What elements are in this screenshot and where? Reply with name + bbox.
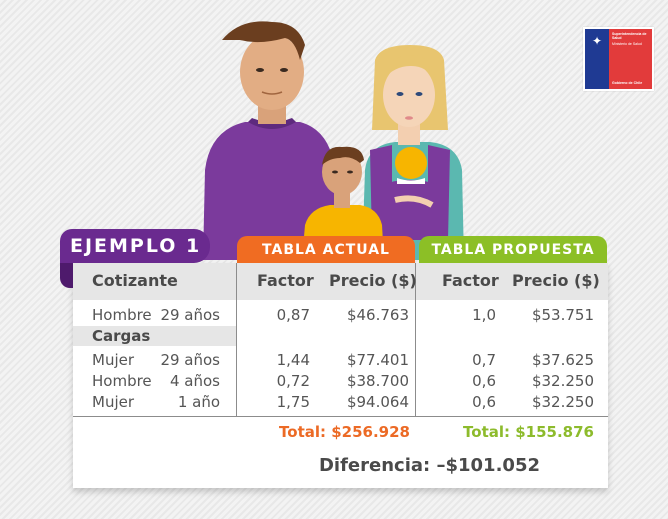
row-sex: Mujer xyxy=(92,393,135,411)
logo-text-ministerio: Ministerio de Salud xyxy=(612,42,642,46)
totals-divider xyxy=(73,416,608,417)
logo-text-superintendencia: Superintendencia de Salud xyxy=(612,32,647,40)
row-precio-actual: $77.401 xyxy=(346,351,409,369)
header-precio-actual: Precio ($) xyxy=(329,271,417,290)
row-factor-actual: 1,75 xyxy=(276,393,310,411)
row-age: 29 años xyxy=(160,351,220,369)
woman-figure xyxy=(362,45,464,260)
diferencia-value: Diferencia: –$101.052 xyxy=(318,455,540,476)
logo-text-gobierno: Gobierno de Chile xyxy=(612,81,643,85)
row-factor-actual: 0,72 xyxy=(276,372,310,390)
column-divider xyxy=(415,263,416,416)
ribbon-fold xyxy=(60,258,73,288)
row-factor-actual: 1,44 xyxy=(276,351,310,369)
row-age: 4 años xyxy=(169,372,220,390)
row-precio-propuesta: $32.250 xyxy=(531,372,594,390)
row-factor-propuesta: 0,6 xyxy=(472,372,496,390)
row-sex: Hombre xyxy=(92,306,152,324)
row-factor-actual: 0,87 xyxy=(276,306,310,324)
header-precio-propuesta: Precio ($) xyxy=(512,271,600,290)
row-factor-propuesta: 0,6 xyxy=(472,393,496,411)
row-precio-actual: $94.064 xyxy=(346,393,409,411)
tab-tabla-actual: TABLA ACTUAL xyxy=(237,236,415,263)
row-precio-propuesta: $37.625 xyxy=(531,351,594,369)
gobierno-logo: ✦ Superintendencia de Salud Ministerio d… xyxy=(583,27,654,91)
row-factor-propuesta: 0,7 xyxy=(472,351,496,369)
row-factor-propuesta: 1,0 xyxy=(472,306,496,324)
total-actual: Total: $256.928 xyxy=(279,423,410,441)
row-precio-propuesta: $53.751 xyxy=(531,306,594,324)
header-separator xyxy=(73,300,608,301)
row-sex: Hombre xyxy=(92,372,152,390)
row-precio-actual: $38.700 xyxy=(346,372,409,390)
example-title-ribbon: EJEMPLO 1 xyxy=(60,229,210,263)
row-sex: Mujer xyxy=(92,351,135,369)
cargas-section-row xyxy=(73,326,236,346)
coat-of-arms-icon: ✦ xyxy=(591,34,603,48)
tab-tabla-propuesta: TABLA PROPUESTA xyxy=(419,236,607,263)
header-cotizante: Cotizante xyxy=(92,271,178,290)
logo-blue-panel xyxy=(585,29,609,89)
table-header-row xyxy=(73,263,608,300)
section-cargas-label: Cargas xyxy=(92,327,151,345)
total-propuesta: Total: $155.876 xyxy=(463,423,594,441)
row-age: 1 año xyxy=(177,393,220,411)
column-divider xyxy=(236,263,237,416)
row-age: 29 años xyxy=(160,306,220,324)
row-precio-actual: $46.763 xyxy=(346,306,409,324)
family-illustration xyxy=(203,21,464,260)
header-factor-propuesta: Factor xyxy=(442,271,499,290)
logo-red-panel xyxy=(609,29,652,89)
man-figure xyxy=(203,21,335,260)
row-precio-propuesta: $32.250 xyxy=(531,393,594,411)
header-factor-actual: Factor xyxy=(257,271,314,290)
